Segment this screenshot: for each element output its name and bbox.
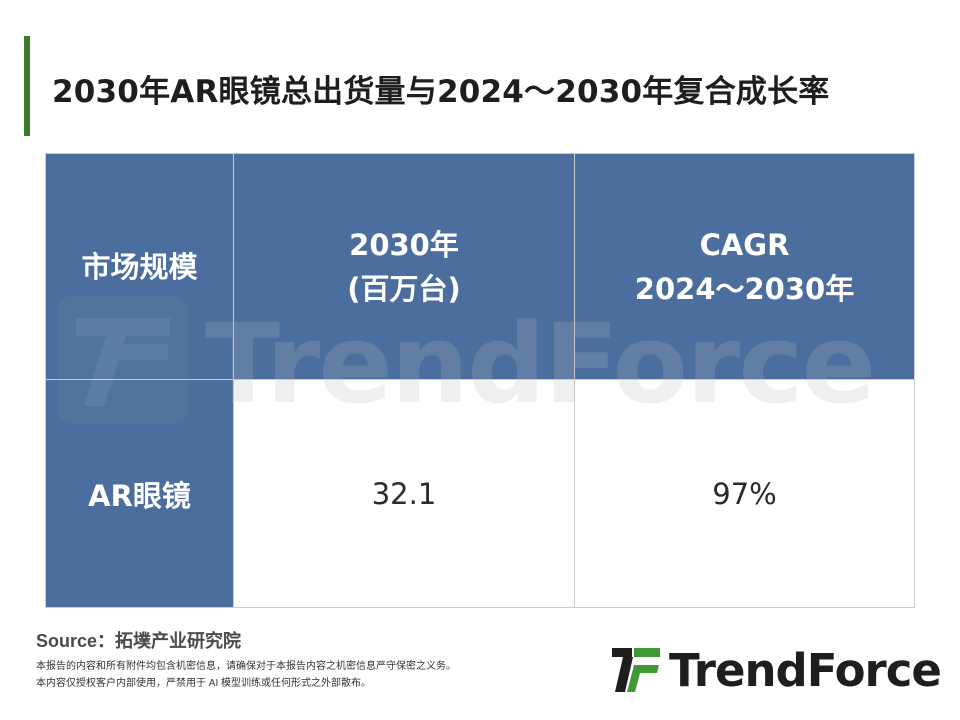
header-market-size: 市场规模 (45, 153, 234, 380)
title-accent-bar (24, 36, 30, 136)
trendforce-logo-text: TrendForce (669, 644, 942, 697)
header-market-size-label: 市场规模 (81, 249, 198, 284)
disclaimer-line-1: 本报告的内容和所有附件均包含机密信息，请确保对于本报告内容之机密信息严守保密之义… (36, 661, 456, 672)
table-row: AR眼镜 32.1 97% (45, 379, 915, 608)
source-note: Source：拓墣产业研究院 (36, 631, 242, 651)
trendforce-logo-icon (612, 648, 660, 692)
header-cagr-label: CAGR (699, 227, 790, 262)
header-cagr-range: 2024～2030年 (634, 271, 855, 306)
page-title: 2030年AR眼镜总出货量与2024～2030年复合成长率 (52, 74, 830, 110)
header-cagr: CAGR 2024～2030年 (574, 153, 915, 380)
disclaimer-line-2: 本内容仅授权客户内部使用，严禁用于 AI 模型训练或任何形式之外部散布。 (36, 678, 372, 689)
market-table: 市场规模 2030年 (百万台) CAGR 2024～2030年 AR眼镜 32… (45, 153, 915, 608)
cell-cagr: 97% (574, 379, 915, 608)
header-2030-shipments: 2030年 (百万台) (233, 153, 575, 380)
header-unit-label: (百万台) (347, 271, 461, 306)
disclaimer: 本报告的内容和所有附件均包含机密信息，请确保对于本报告内容之机密信息严守保密之义… (36, 658, 456, 692)
header-2030-label: 2030年 (349, 227, 459, 262)
trendforce-logo: TrendForce (612, 644, 942, 697)
row-label-ar-glasses: AR眼镜 (45, 379, 234, 608)
cell-shipments: 32.1 (233, 379, 575, 608)
